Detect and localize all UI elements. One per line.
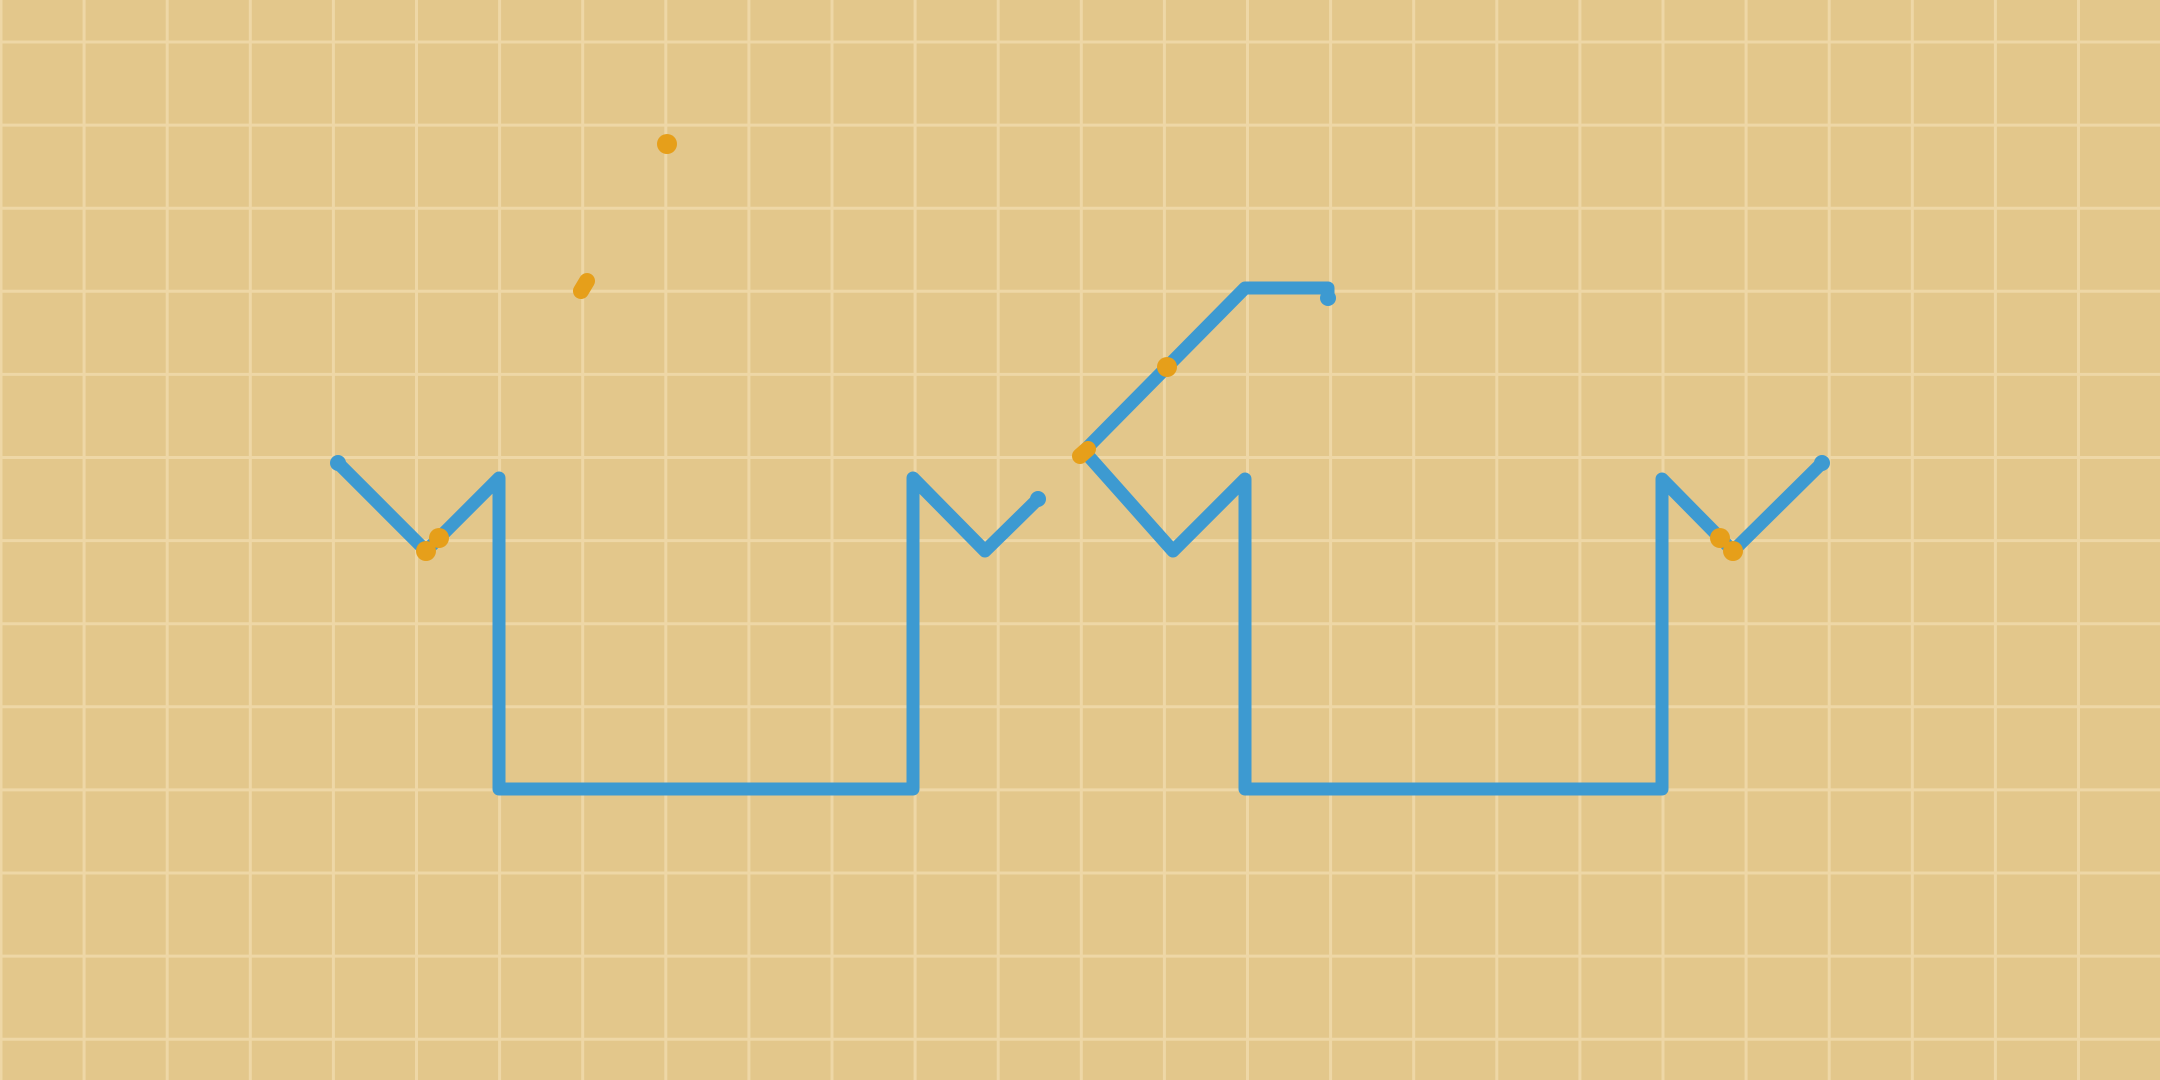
marker-dot[interactable]: [1723, 541, 1743, 561]
marker-stroke[interactable]: [1072, 441, 1096, 464]
markers: [416, 134, 1743, 561]
path-endpoint[interactable]: [1030, 491, 1046, 507]
marker-dot[interactable]: [416, 541, 436, 561]
path-endpoint[interactable]: [330, 455, 346, 471]
marker-stroke[interactable]: [573, 273, 595, 299]
marker-dot[interactable]: [657, 134, 677, 154]
marker-dot[interactable]: [429, 528, 449, 548]
path-nodes: [330, 290, 1830, 507]
drawn-path-segment: [1077, 281, 1829, 796]
path-endpoint[interactable]: [1814, 455, 1830, 471]
marker-dot[interactable]: [1710, 528, 1730, 548]
marker-dot[interactable]: [1157, 357, 1177, 377]
path-endpoint[interactable]: [1320, 290, 1336, 306]
